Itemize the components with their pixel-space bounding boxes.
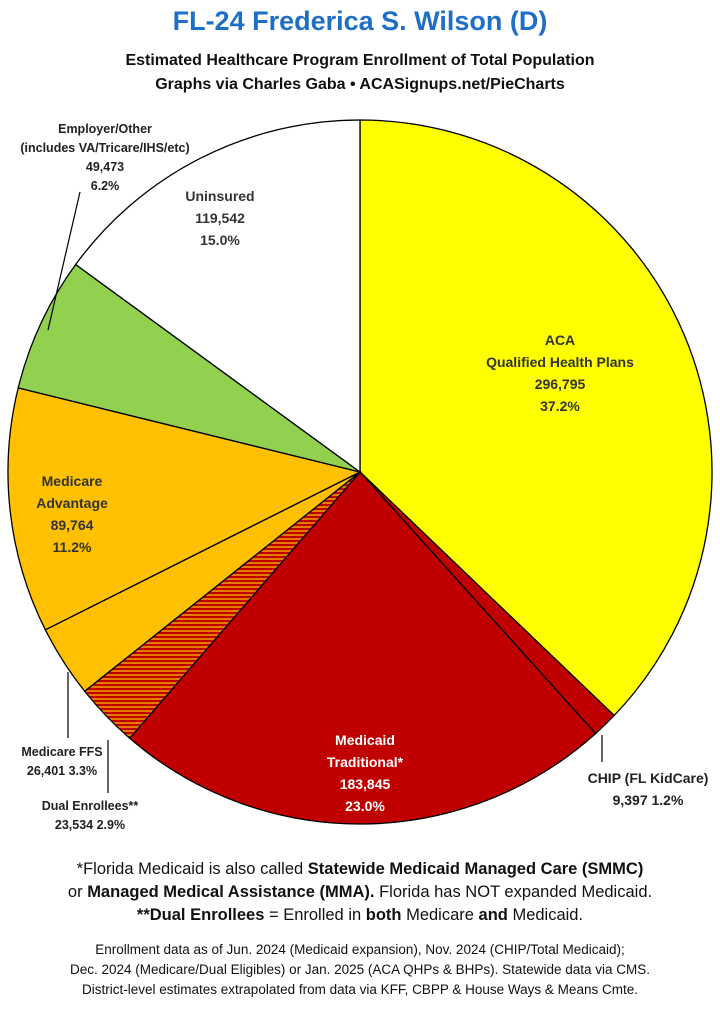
data-label-chip: CHIP (FL KidCare) 9,397 1.2% (588, 770, 709, 808)
data-label-uninsured-line: 15.0% (200, 232, 240, 248)
pie-chart: ACA Qualified Health Plans 296,795 37.2% CHI… (7, 119, 713, 832)
data-label-ma-line: Medicare (42, 473, 103, 489)
leader-line-employer (47, 191, 81, 331)
pie-slice-uninsured (74, 119, 361, 474)
data-label-medicaid: Medicaid Traditional* 183,845 23.0% (327, 732, 404, 814)
chart-subtitle: Estimated Healthcare Program Enrollment … (125, 52, 595, 69)
data-label-ffs-line: Medicare FFS (21, 745, 102, 759)
data-label-employer: Employer/Other (includes VA/Tricare/IHS/e… (20, 122, 189, 193)
data-label-employer-line: 49,473 (86, 160, 124, 174)
data-label-aca-line: 37.2% (540, 398, 580, 414)
data-label-aca-line: ACA (545, 332, 575, 348)
data-label-ffs: Medicare FFS 26,401 3.3% (21, 745, 102, 778)
data-label-ma-line: 11.2% (53, 539, 92, 555)
data-label-ma: Medicare Advantage 89,764 11.2% (36, 473, 108, 555)
pie-slice-aca (359, 119, 713, 717)
source-notes: Enrollment data as of Jun. 2024 (Medicai… (0, 940, 720, 1000)
source-line-3: District-level estimates extrapolated fr… (82, 982, 638, 997)
data-label-dual-line: Dual Enrollees** (42, 799, 139, 813)
data-label-medicaid-line: Traditional* (327, 754, 404, 770)
data-label-dual-line: 23,534 2.9% (55, 818, 125, 832)
data-label-ma-line: 89,764 (51, 517, 94, 533)
footnotes: *Florida Medicaid is also called Statewi… (0, 858, 720, 927)
data-label-medicaid-line: 183,845 (340, 776, 391, 792)
data-label-medicaid-line: 23.0% (345, 798, 385, 814)
data-label-aca: ACA Qualified Health Plans 296,795 37.2% (486, 332, 634, 414)
data-label-uninsured: Uninsured 119,542 15.0% (185, 188, 254, 248)
chart-credit: Graphs via Charles Gaba • ACASignups.net… (155, 76, 565, 93)
source-line-2: Dec. 2024 (Medicare/Dual Eligibles) or J… (70, 962, 650, 977)
data-label-dual: Dual Enrollees** 23,534 2.9% (42, 799, 139, 832)
pie-slice-medicaid (128, 471, 597, 825)
data-label-chip-line: 9,397 1.2% (613, 792, 684, 808)
data-label-chip-line: CHIP (FL KidCare) (588, 770, 709, 786)
data-label-ma-line: Advantage (36, 495, 108, 511)
data-label-aca-line: Qualified Health Plans (486, 354, 634, 370)
source-line-1: Enrollment data as of Jun. 2024 (Medicai… (95, 942, 625, 957)
data-label-aca-line: 296,795 (535, 376, 586, 392)
data-label-medicaid-line: Medicaid (335, 732, 395, 748)
chart-title: FL-24 Frederica S. Wilson (D) (172, 6, 548, 36)
footnote-dual-enrollees: **Dual Enrollees = Enrolled in both Medi… (136, 906, 584, 924)
footnote-medicaid-line1: *Florida Medicaid is also called Statewi… (76, 860, 644, 878)
data-label-ffs-line: 26,401 3.3% (27, 764, 97, 778)
data-label-employer-line: Employer/Other (58, 122, 152, 136)
data-label-uninsured-line: Uninsured (185, 188, 254, 204)
pie-slice-ma (7, 387, 362, 631)
data-label-uninsured-line: 119,542 (195, 210, 245, 226)
data-label-employer-line: 6.2% (91, 179, 120, 193)
pie-slice-employer (17, 263, 361, 473)
data-label-employer-line: (includes VA/Tricare/IHS/etc) (20, 141, 189, 155)
footnote-medicaid-line2: or Managed Medical Assistance (MMA). Flo… (67, 883, 653, 901)
